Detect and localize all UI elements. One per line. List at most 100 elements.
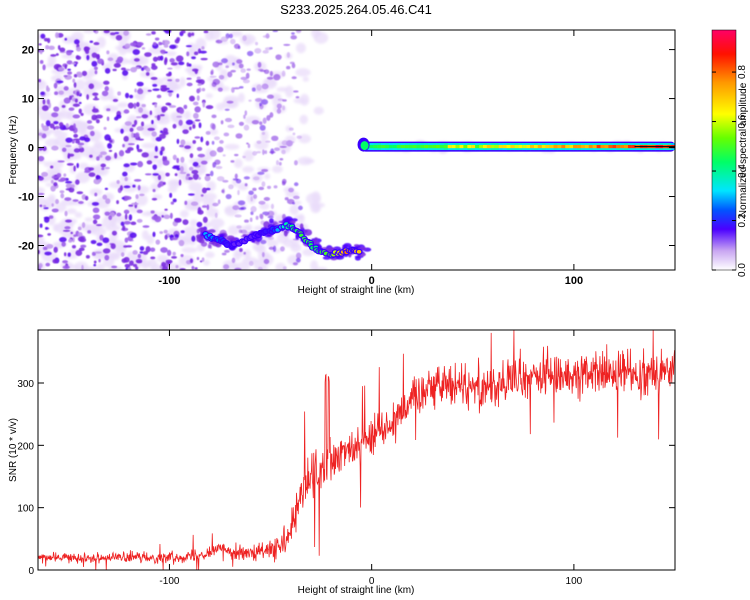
noise-speckle <box>141 121 145 127</box>
noise-speckle <box>38 264 42 270</box>
noise-speckle <box>106 108 111 112</box>
noise-speckle <box>109 32 116 36</box>
noise-haze-blob <box>61 54 75 59</box>
noise-speckle <box>180 30 186 34</box>
noise-speckle <box>67 71 73 75</box>
noise-speckle <box>256 150 261 154</box>
noise-speckle <box>191 169 199 175</box>
noise-speckle <box>169 192 173 198</box>
noise-speckle <box>94 251 102 254</box>
noise-speckle <box>191 56 196 60</box>
noise-speckle <box>92 97 100 101</box>
noise-haze-blob <box>266 239 279 248</box>
noise-haze-blob <box>183 110 191 120</box>
noise-speckle <box>131 202 139 206</box>
noise-speckle <box>275 160 280 166</box>
carrier-segment-core <box>385 144 390 149</box>
noise-speckle <box>65 144 72 148</box>
noise-speckle <box>261 181 266 187</box>
noise-speckle <box>263 258 270 265</box>
colorbar-gradient <box>712 30 736 270</box>
noise-speckle <box>122 143 125 148</box>
noise-speckle <box>111 265 118 269</box>
noise-speckle <box>150 210 155 214</box>
noise-speckle <box>151 31 156 35</box>
noise-speckle <box>253 194 258 199</box>
noise-speckle <box>130 42 137 47</box>
carrier-segment-core <box>545 144 551 149</box>
noise-speckle <box>209 244 212 249</box>
noise-speckle <box>51 208 59 213</box>
noise-speckle <box>259 124 266 131</box>
noise-haze-blob <box>303 158 315 164</box>
noise-speckle <box>269 112 274 118</box>
spectrogram-frame <box>37 29 676 271</box>
carrier-segment-core <box>616 144 621 149</box>
noise-speckle <box>158 41 162 46</box>
noise-haze-blob <box>136 194 148 206</box>
noise-speckle <box>184 200 188 205</box>
noise-speckle <box>164 234 168 240</box>
noise-speckle <box>179 171 187 175</box>
noise-speckle <box>49 123 55 129</box>
carrier-segment-core <box>530 144 535 149</box>
noise-speckle <box>142 251 149 255</box>
noise-speckle <box>175 78 180 83</box>
noise-speckle <box>190 201 199 206</box>
noise-speckle <box>282 266 287 270</box>
noise-speckle <box>41 105 49 111</box>
noise-speckle <box>290 35 297 40</box>
noise-speckle <box>259 102 262 107</box>
noise-speckle <box>264 150 268 155</box>
noise-speckle <box>171 256 178 259</box>
carrier-segment-core <box>580 144 586 149</box>
noise-speckle <box>246 68 251 71</box>
noise-speckle <box>67 68 71 71</box>
noise-speckle <box>91 52 98 58</box>
noise-speckle <box>201 87 206 92</box>
noise-speckle <box>188 63 192 67</box>
noise-haze-blob <box>237 92 245 103</box>
noise-speckle <box>51 176 59 179</box>
noise-speckle <box>174 39 180 44</box>
carrier-segment-core <box>596 144 602 149</box>
noise-speckle <box>58 90 64 95</box>
noise-speckle <box>63 252 67 257</box>
noise-speckle <box>104 67 111 74</box>
noise-speckle <box>122 70 129 76</box>
spectrogram-x-tick-label: 100 <box>565 275 583 287</box>
noise-speckle <box>73 148 81 153</box>
noise-speckle <box>39 223 43 228</box>
noise-speckle <box>226 100 234 104</box>
noise-speckle <box>150 256 156 260</box>
noise-speckle <box>161 261 166 268</box>
noise-speckle <box>100 151 107 156</box>
noise-speckle <box>235 133 243 139</box>
noise-speckle <box>238 63 244 69</box>
noise-speckle <box>86 125 95 130</box>
noise-speckle <box>180 230 185 234</box>
trace-halo-blob <box>269 218 274 224</box>
noise-haze-blob <box>38 235 45 248</box>
noise-speckle <box>106 50 110 55</box>
noise-speckle <box>272 245 277 252</box>
noise-speckle <box>42 125 50 132</box>
noise-speckle <box>138 138 145 141</box>
noise-speckle <box>129 127 134 133</box>
noise-speckle <box>176 157 180 164</box>
noise-speckle <box>243 176 250 180</box>
noise-speckle <box>50 54 57 57</box>
noise-speckle <box>200 136 204 143</box>
noise-speckle <box>136 261 143 264</box>
trace-halo-blob <box>264 234 272 238</box>
noise-speckle <box>72 78 76 83</box>
noise-haze-blob <box>146 234 155 245</box>
noise-speckle <box>180 139 186 146</box>
noise-speckle <box>179 165 184 173</box>
colorbar-tick-label: 0.6 <box>737 114 748 128</box>
noise-speckle <box>191 32 195 36</box>
spectrogram-x-tick-label: -100 <box>158 275 180 287</box>
noise-speckle <box>50 179 54 184</box>
noise-speckle <box>77 232 83 238</box>
